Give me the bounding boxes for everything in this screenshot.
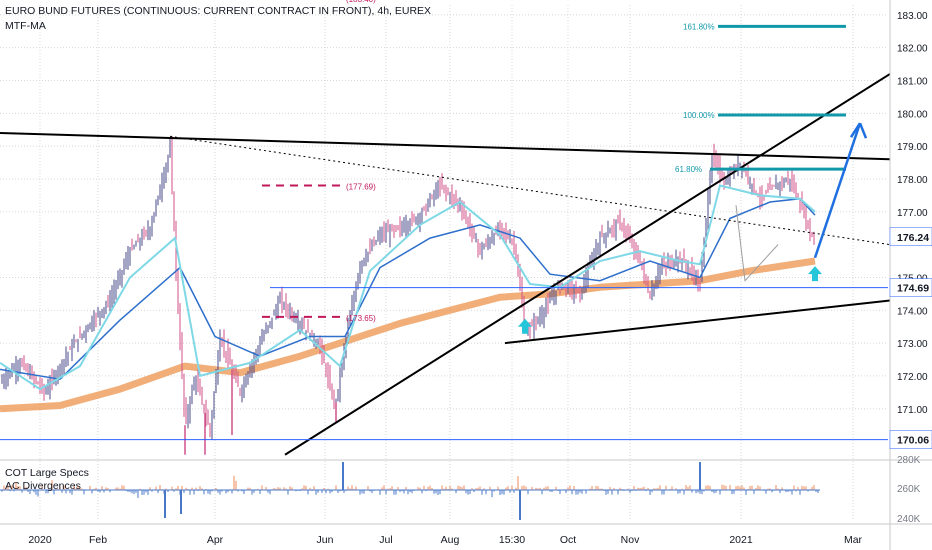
marker-arrow-1	[808, 266, 822, 282]
price-label-2: 170.06	[897, 435, 929, 447]
trendline-3	[504, 299, 891, 345]
lower-pane-label-1: COT Large Specs	[5, 467, 89, 479]
y-tick-label-9: 173.00	[897, 339, 928, 350]
price-label-box-2	[889, 430, 932, 449]
lower-y-tick-0: 280K	[897, 455, 921, 466]
lower-pane-label-2: AC Divergences	[5, 480, 81, 492]
x-tick-label-3: Jun	[317, 534, 334, 546]
ma-slow-line	[0, 197, 816, 381]
x-tick-label-5: Aug	[441, 534, 460, 546]
y-tick-label-1: 182.00	[897, 44, 928, 55]
projection-arrow-line	[813, 122, 862, 259]
x-tick-label-9: 2021	[729, 534, 753, 546]
x-tick-label-8: Nov	[621, 534, 640, 546]
ma-fast-line	[0, 184, 816, 391]
x-tick-label-0: 2020	[28, 534, 52, 546]
ma-long-line	[0, 257, 816, 413]
indicator-label: MTF-MA	[5, 20, 46, 32]
fib-label-2: 61.80%	[675, 165, 702, 174]
fib-label-1: 100.00%	[683, 111, 715, 120]
y-tick-label-0: 183.00	[897, 11, 928, 22]
marker-arrow-0	[518, 318, 532, 334]
x-tick-label-6: 15:30	[499, 534, 525, 546]
x-tick-label-4: Jul	[379, 534, 392, 546]
y-tick-label-5: 178.00	[897, 175, 928, 186]
top-cut-label: (183.40)	[346, 0, 376, 4]
y-tick-label-10: 172.00	[897, 372, 928, 383]
y-tick-label-4: 179.00	[897, 142, 928, 153]
chart-title: EURO BUND FUTURES (CONTINUOUS: CURRENT C…	[5, 5, 432, 17]
x-tick-label-7: Oct	[560, 534, 576, 546]
price-label-box-1	[889, 278, 932, 297]
fib-label-0: 161.80%	[683, 22, 715, 31]
y-tick-label-6: 177.00	[897, 208, 928, 219]
trendline-1	[169, 135, 891, 246]
price-label-0: 176.24	[897, 232, 929, 244]
y-tick-label-2: 181.00	[897, 77, 928, 88]
dashed-level-label-0: (177.69)	[346, 183, 376, 192]
y-tick-label-11: 171.00	[897, 405, 928, 416]
x-tick-label-2: Apr	[207, 534, 224, 546]
dashed-level-label-1: (173.65)	[346, 314, 376, 323]
lower-y-tick-2: 240K	[897, 514, 921, 525]
lower-y-tick-1: 260K	[897, 484, 921, 495]
projection-arrow-head	[849, 122, 868, 139]
price-label-box-0	[889, 227, 932, 247]
y-tick-label-8: 174.00	[897, 306, 928, 317]
trendline-2	[284, 73, 891, 456]
trendline-0	[0, 132, 891, 161]
price-label-1: 174.69	[897, 283, 929, 295]
y-tick-label-3: 180.00	[897, 109, 928, 120]
x-tick-label-1: Feb	[89, 534, 107, 546]
x-tick-label-10: Mar	[844, 534, 863, 546]
gray-projection	[735, 205, 779, 282]
